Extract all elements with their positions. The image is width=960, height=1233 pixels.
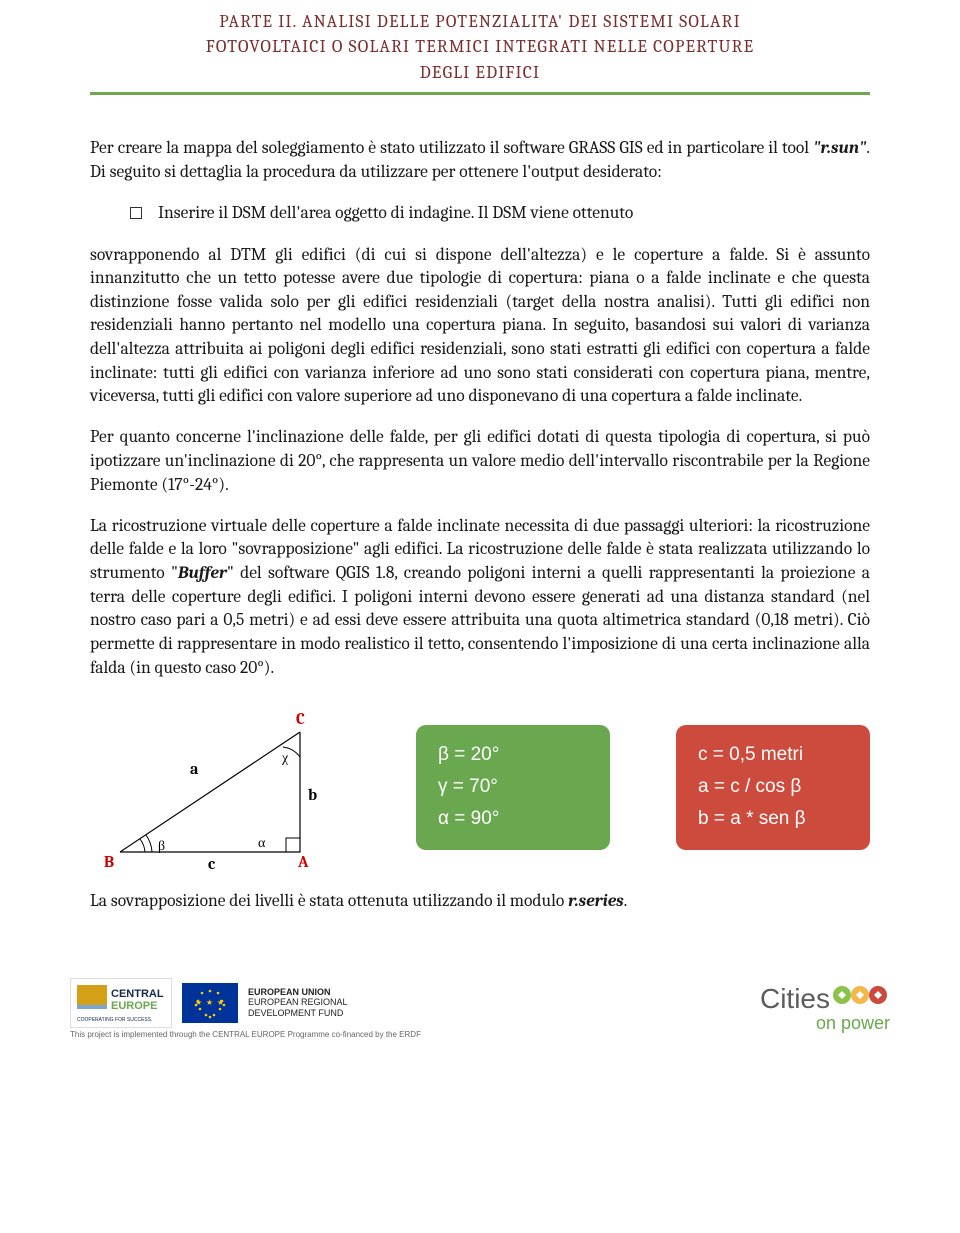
gamma-value: γ = 70° xyxy=(438,771,588,803)
vertex-B: B xyxy=(104,853,114,871)
formula-b: b = a * sen β xyxy=(698,803,848,835)
intro-before: Per creare la mappa del soleggiamento è … xyxy=(90,138,813,158)
body-p2: Per quanto concerne l'inclinazione delle… xyxy=(90,426,870,497)
svg-text:COOPERATING FOR SUCCESS.: COOPERATING FOR SUCCESS. xyxy=(77,1017,152,1023)
cities-word: Cities xyxy=(760,983,830,1015)
header-line-3: DEGLI EDIFICI xyxy=(90,61,870,86)
body-p3: La ricostruzione virtuale delle copertur… xyxy=(90,515,870,680)
eu-line3: DEVELOPMENT FUND xyxy=(248,1008,348,1019)
footer-left: CENTRAL EUROPE COOPERATING FOR SUCCESS. … xyxy=(70,978,421,1039)
svg-text:EUROPE: EUROPE xyxy=(111,1000,157,1012)
cities-tri-icon xyxy=(832,982,890,1015)
on-power-text: on power xyxy=(760,1013,890,1034)
formulas-box: c = 0,5 metri a = c / cos β b = a * sen … xyxy=(676,725,870,850)
alpha-value: α = 90° xyxy=(438,803,588,835)
diagram-row: A B C a b c α β χ β = 20° γ = 70° α = 90… xyxy=(90,702,870,872)
angle-alpha: α xyxy=(258,834,266,851)
formula-c: c = 0,5 metri xyxy=(698,739,848,771)
angle-chi: χ xyxy=(281,749,289,766)
beta-value: β = 20° xyxy=(438,739,588,771)
right-triangle-diagram: A B C a b c α β χ xyxy=(90,702,350,872)
side-a: a xyxy=(190,760,199,778)
eu-flag-icon: ★ ★ ★ xyxy=(182,983,238,1023)
tool-rsun: "r.sun" xyxy=(813,138,866,158)
header-line-2: FOTOVOLTAICI O SOLARI TERMICI INTEGRATI … xyxy=(90,35,870,60)
header-line-1: PARTE II. ANALISI DELLE POTENZIALITA' DE… xyxy=(90,10,870,35)
bullet-lead-text: Inserire il DSM dell'area oggetto di ind… xyxy=(158,202,870,226)
body-continuation: sovrapponendo al DTM gli edifici (di cui… xyxy=(90,244,870,681)
vertex-A: A xyxy=(297,853,309,871)
body-p1: sovrapponendo al DTM gli edifici (di cui… xyxy=(90,244,870,409)
bullet-item: Inserire il DSM dell'area oggetto di ind… xyxy=(90,202,870,226)
angles-box: β = 20° γ = 70° α = 90° xyxy=(416,725,610,850)
closing-line: La sovrapposizione dei livelli è stata o… xyxy=(90,890,870,914)
side-c: c xyxy=(208,855,216,872)
formula-a: a = c / cos β xyxy=(698,771,848,803)
vertex-C: C xyxy=(296,710,305,728)
header-rule xyxy=(90,92,870,95)
bullet-list: Inserire il DSM dell'area oggetto di ind… xyxy=(90,202,870,226)
tool-buffer: Buffer xyxy=(178,563,227,583)
angle-beta: β xyxy=(158,837,165,854)
svg-text:CENTRAL: CENTRAL xyxy=(111,988,164,1000)
intro-paragraph: Per creare la mappa del soleggiamento è … xyxy=(90,137,870,184)
bullet-square-icon xyxy=(130,207,142,219)
footer-note: This project is implemented through the … xyxy=(70,1030,421,1039)
cities-on-power-logo: Cities on power xyxy=(760,982,890,1034)
side-b: b xyxy=(308,786,317,804)
document-header: PARTE II. ANALISI DELLE POTENZIALITA' DE… xyxy=(90,0,870,137)
page-footer: CENTRAL EUROPE COOPERATING FOR SUCCESS. … xyxy=(0,954,960,1049)
central-europe-logo: CENTRAL EUROPE COOPERATING FOR SUCCESS. xyxy=(70,978,172,1028)
tool-rseries: r.series xyxy=(568,891,624,911)
eu-line1: EUROPEAN UNION xyxy=(248,987,348,998)
eu-line2: EUROPEAN REGIONAL xyxy=(248,997,348,1008)
eu-text: EUROPEAN UNION EUROPEAN REGIONAL DEVELOP… xyxy=(248,987,348,1019)
